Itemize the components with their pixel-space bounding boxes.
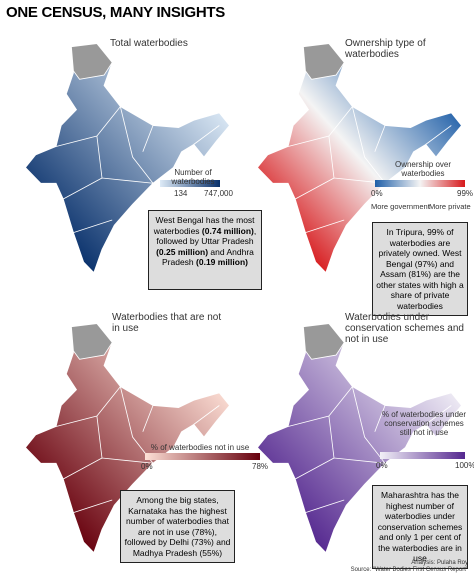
panel-title: Total waterbodies (110, 38, 188, 49)
annotation-text: Among the big states, Karnataka has the … (124, 495, 231, 558)
annotation-text: and Andhra Pradesh (162, 246, 254, 268)
legend-min: 0% (376, 461, 388, 470)
annotation-text: , followed by Uttar Pradesh (156, 225, 257, 247)
legend-min: 0% (371, 189, 383, 198)
annotation-text: In Tripura, 99% of waterbodies are priva… (376, 227, 464, 311)
panel-title: Ownership type of waterbodies (345, 38, 426, 60)
annotation-text: (0.25 million) (156, 246, 209, 257)
legend-left-note: More government (371, 202, 430, 211)
legend-bar (375, 180, 465, 187)
analysis-credit: Analysis: Pulaha Roy (411, 560, 468, 566)
legend-bar (160, 180, 220, 187)
annotation: Among the big states, Karnataka has the … (120, 490, 235, 563)
legend-title: Ownership over waterbodies (394, 160, 452, 178)
annotation: West Bengal has the most waterbodies (0.… (148, 210, 262, 290)
legend-min: 134 (174, 189, 188, 198)
legend-max: 99% (457, 189, 474, 198)
legend-bar (380, 452, 465, 459)
annotation: Maharashtra has the highest number of wa… (372, 485, 468, 569)
legend-max: 78% (252, 462, 269, 471)
annotation-text: West Bengal has the most waterbodies (153, 215, 255, 236)
annotation-text: (0.74 million) (201, 225, 254, 236)
source-credit: Source: "Water Bodies First Census Repor… (350, 567, 468, 573)
annotation-text: (0.19 million) (196, 257, 248, 267)
panel-title: Waterbodies under conservation schemes a… (345, 312, 464, 345)
annotation-text: Maharashtra has the highest number of wa… (377, 490, 463, 563)
legend-title: % of waterbodies not in use (150, 443, 250, 452)
page-title: ONE CENSUS, MANY INSIGHTS (6, 4, 225, 21)
legend-right-note: More private (429, 202, 471, 211)
legend-min: 0% (141, 462, 153, 471)
legend-title: Number of waterbodies (171, 168, 215, 186)
legend-max: 747,000 (204, 189, 233, 198)
annotation: In Tripura, 99% of waterbodies are priva… (372, 222, 468, 316)
legend-title: % of waterbodies under conservation sche… (381, 410, 467, 437)
legend-bar (145, 453, 260, 460)
legend-max: 100% (455, 461, 474, 470)
panel-title: Waterbodies that are not in use (112, 312, 222, 334)
